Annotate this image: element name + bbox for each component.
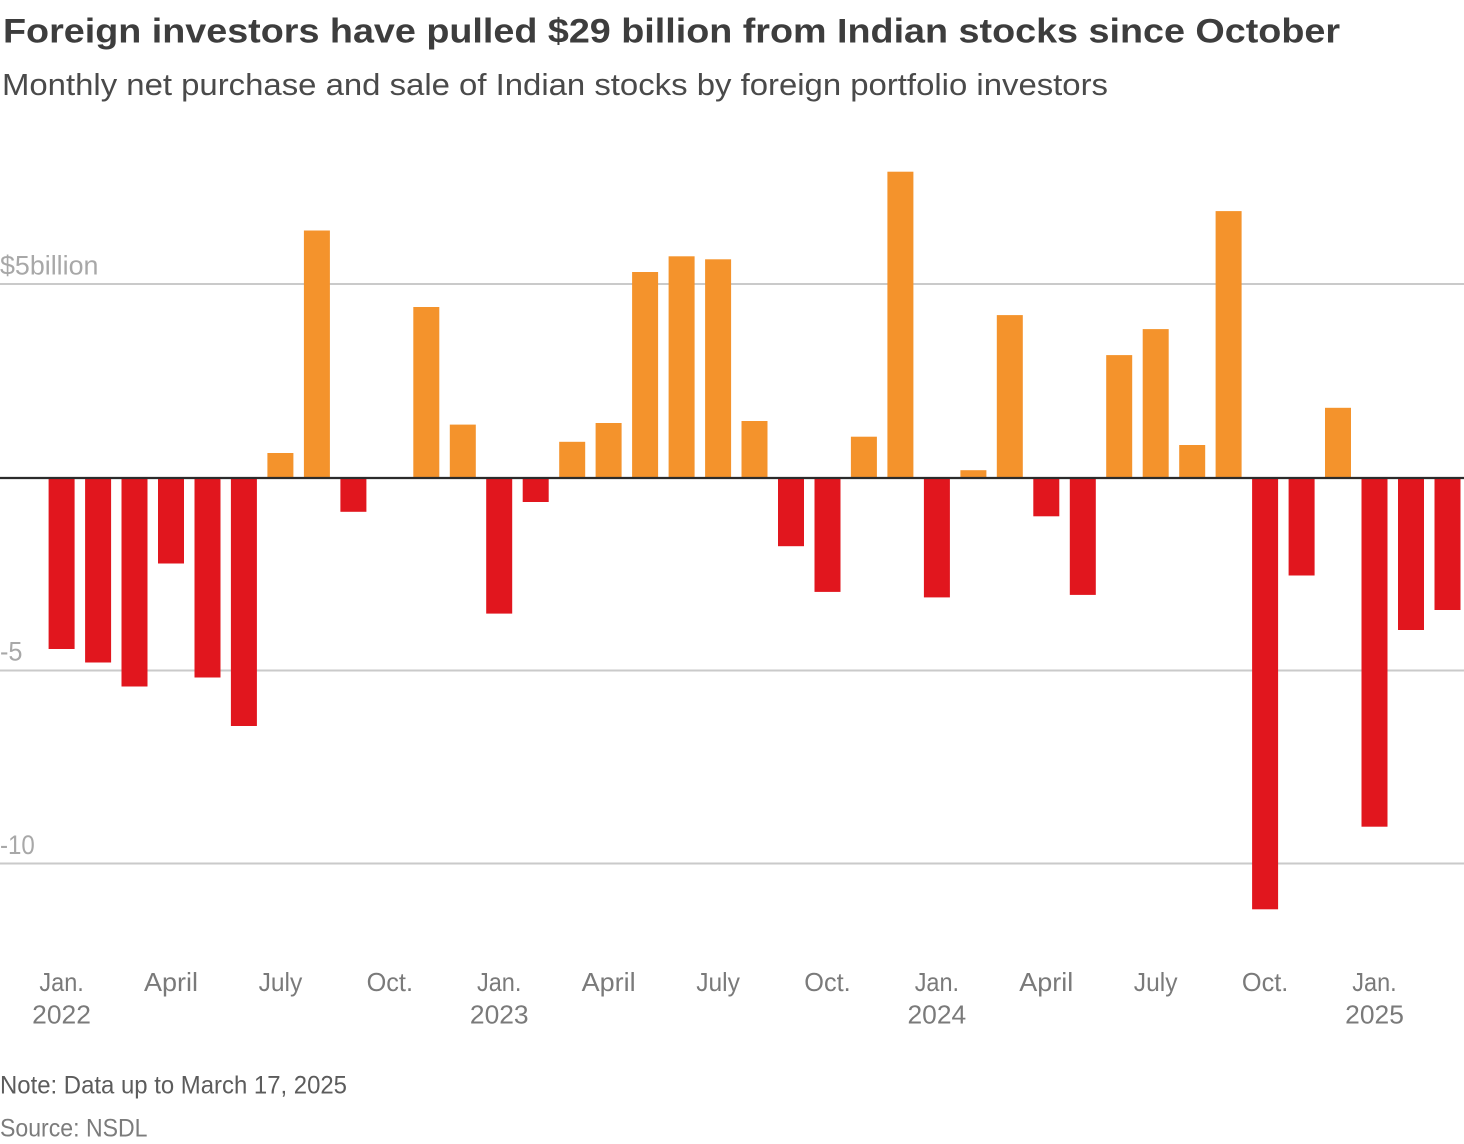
svg-text:-5: -5 xyxy=(0,637,23,667)
svg-text:2025: 2025 xyxy=(1345,1000,1404,1030)
svg-text:Monthly net purchase and sale: Monthly net purchase and sale of Indian … xyxy=(2,67,1108,102)
svg-text:-10: -10 xyxy=(0,830,35,860)
svg-text:Jan.: Jan. xyxy=(1352,967,1396,997)
svg-text:July: July xyxy=(1134,967,1178,997)
svg-text:Oct.: Oct. xyxy=(804,967,850,997)
svg-text:Oct.: Oct. xyxy=(367,967,413,997)
svg-text:Jan.: Jan. xyxy=(477,967,521,997)
svg-text:Jan.: Jan. xyxy=(915,967,959,997)
svg-text:Note: Data up to March 17, 202: Note: Data up to March 17, 2025 xyxy=(0,1071,347,1099)
svg-text:Source: NSDL: Source: NSDL xyxy=(0,1114,148,1142)
svg-text:Oct.: Oct. xyxy=(1242,967,1288,997)
svg-text:Jan.: Jan. xyxy=(39,967,83,997)
svg-text:April: April xyxy=(1019,967,1073,997)
svg-text:2022: 2022 xyxy=(32,1000,91,1030)
svg-text:Foreign investors have pulled: Foreign investors have pulled $29 billio… xyxy=(3,13,1340,51)
svg-text:2023: 2023 xyxy=(470,1000,529,1030)
svg-text:$5billion: $5billion xyxy=(0,251,98,281)
svg-text:April: April xyxy=(144,967,198,997)
svg-text:July: July xyxy=(696,967,740,997)
svg-text:2024: 2024 xyxy=(908,1000,967,1030)
svg-text:July: July xyxy=(259,967,303,997)
svg-text:April: April xyxy=(582,967,636,997)
